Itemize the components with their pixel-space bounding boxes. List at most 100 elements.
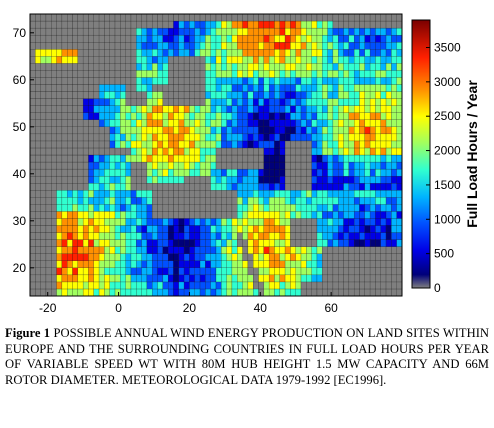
y-tick-label: 60 — [13, 73, 27, 87]
heatmap-cell-sea — [61, 183, 68, 191]
heatmap-cell-sea — [173, 197, 179, 205]
heatmap-cell-land — [183, 161, 190, 170]
heatmap-cell-land — [359, 63, 365, 71]
heatmap-cell-land — [61, 225, 68, 233]
heatmap-cell-land — [130, 232, 137, 240]
heatmap-cell-sea — [72, 14, 78, 22]
heatmap-cell-land — [327, 211, 334, 219]
heatmap-cell-sea — [199, 84, 206, 92]
heatmap-cell-sea — [104, 56, 110, 64]
heatmap-cell-land — [56, 267, 63, 276]
heatmap-cell-land — [369, 147, 376, 156]
heatmap-cell-sea — [311, 14, 318, 22]
heatmap-cell-land — [353, 133, 360, 142]
heatmap-cell-land — [311, 63, 318, 71]
heatmap-cell-land — [322, 126, 328, 135]
heatmap-cell-sea — [343, 274, 350, 283]
heatmap-cell-land — [375, 42, 381, 50]
heatmap-cell-sea — [45, 126, 52, 135]
heatmap-cell-sea — [173, 70, 179, 78]
heatmap-cell-sea — [183, 98, 190, 106]
heatmap-cell-sea — [114, 27, 121, 36]
heatmap-cell-land — [215, 20, 222, 29]
heatmap-cell-sea — [45, 190, 52, 198]
heatmap-cell-sea — [391, 288, 397, 296]
heatmap-cell-land — [322, 218, 328, 226]
heatmap-cell-land — [295, 288, 302, 296]
heatmap-cell-sea — [183, 211, 190, 219]
heatmap-cell-sea — [322, 253, 328, 261]
heatmap-cell-land — [247, 288, 254, 296]
heatmap-cell-land — [263, 190, 270, 198]
heatmap-cell-sea — [157, 14, 164, 22]
heatmap-cell-land — [327, 77, 334, 85]
heatmap-cell-land — [130, 147, 137, 156]
heatmap-cell-sea — [189, 70, 195, 78]
heatmap-cell-land — [279, 246, 286, 254]
heatmap-cell-land — [343, 239, 350, 247]
heatmap-cell-land — [221, 281, 227, 290]
heatmap-cell-land — [300, 133, 307, 142]
heatmap-cell-land — [375, 175, 381, 184]
heatmap-cell-land — [284, 56, 291, 64]
heatmap-cell-sea — [141, 20, 148, 29]
heatmap-cell-sea — [338, 267, 344, 276]
heatmap-cell-land — [396, 147, 402, 156]
heatmap-cell-sea — [104, 49, 110, 57]
heatmap-cell-sea — [30, 197, 36, 205]
heatmap-cell-sea — [51, 225, 57, 233]
heatmap-cell-land — [380, 232, 387, 240]
heatmap-cell-sea — [56, 14, 63, 22]
heatmap-cell-land — [274, 253, 280, 261]
heatmap-cell-land — [348, 112, 355, 120]
heatmap-cell-sea — [98, 140, 105, 149]
heatmap-cell-land — [247, 70, 254, 78]
heatmap-cell-land — [88, 246, 94, 254]
heatmap-cell-land — [221, 274, 227, 283]
heatmap-cell-land — [231, 27, 238, 36]
heatmap-cell-land — [369, 27, 376, 36]
heatmap-cell-land — [290, 246, 296, 254]
heatmap-cell-sea — [30, 161, 36, 170]
heatmap-cell-land — [114, 281, 121, 290]
heatmap-cell-sea — [359, 14, 365, 22]
heatmap-cell-sea — [263, 14, 270, 22]
heatmap-cell-land — [274, 197, 280, 205]
heatmap-cell-sea — [82, 147, 89, 156]
heatmap-cell-land — [242, 197, 249, 205]
heatmap-cell-sea — [67, 77, 73, 85]
colorbar-tick-label: 2000 — [434, 144, 461, 158]
heatmap-cell-land — [364, 204, 371, 212]
heatmap-cell-sea — [295, 154, 302, 163]
heatmap-cell-land — [226, 288, 233, 296]
heatmap-cell-sea — [242, 161, 249, 170]
heatmap-cell-land — [338, 218, 344, 226]
heatmap-cell-land — [189, 119, 195, 127]
heatmap-cell-land — [316, 225, 323, 233]
heatmap-cell-land — [263, 140, 270, 149]
heatmap-cell-land — [178, 175, 185, 184]
heatmap-cell-land — [56, 246, 63, 254]
heatmap-cell-land — [109, 274, 116, 283]
heatmap-cell-sea — [300, 147, 307, 156]
heatmap-cell-land — [226, 239, 233, 247]
heatmap-cell-land — [274, 267, 280, 276]
heatmap-cell-land — [290, 260, 296, 268]
heatmap-cell-land — [109, 218, 116, 226]
heatmap-cell-sea — [183, 63, 190, 71]
heatmap-cell-land — [268, 204, 275, 212]
heatmap-cell-sea — [45, 91, 52, 99]
heatmap-cell-land — [380, 119, 387, 127]
heatmap-cell-land — [231, 20, 238, 29]
figure-caption: Figure 1 POSSIBLE ANNUAL WIND ENERGY PRO… — [5, 326, 489, 388]
heatmap-cell-land — [167, 218, 174, 226]
heatmap-cell-land — [253, 34, 259, 43]
heatmap-cell-sea — [189, 197, 195, 205]
heatmap-cell-sea — [67, 63, 73, 71]
heatmap-cell-sea — [353, 14, 360, 22]
heatmap-cell-sea — [189, 204, 195, 212]
heatmap-cell-land — [348, 204, 355, 212]
heatmap-cell-land — [183, 246, 190, 254]
heatmap-cell-land — [274, 161, 280, 170]
heatmap-cell-sea — [35, 274, 41, 283]
